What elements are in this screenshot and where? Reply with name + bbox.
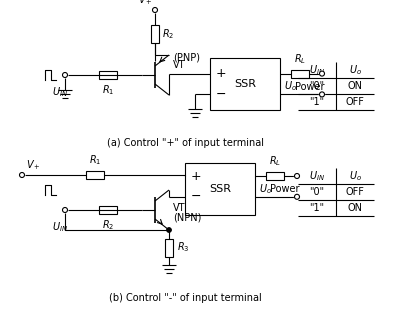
Circle shape bbox=[19, 173, 25, 177]
Text: $U_{IN}$: $U_{IN}$ bbox=[52, 220, 68, 234]
Text: +: + bbox=[191, 169, 202, 182]
Text: "1": "1" bbox=[309, 97, 325, 107]
Circle shape bbox=[152, 8, 157, 13]
Text: $R_1$: $R_1$ bbox=[102, 83, 114, 97]
Bar bbox=[266, 172, 284, 180]
Text: $R_1$: $R_1$ bbox=[89, 153, 101, 167]
Text: SSR: SSR bbox=[234, 79, 256, 89]
Text: Power: Power bbox=[270, 184, 300, 194]
Text: $V_+$: $V_+$ bbox=[26, 158, 41, 172]
Text: SSR: SSR bbox=[209, 184, 231, 194]
Text: $R_2$: $R_2$ bbox=[162, 27, 174, 41]
Text: −: − bbox=[191, 190, 201, 203]
Circle shape bbox=[62, 208, 67, 213]
Text: $R_2$: $R_2$ bbox=[102, 218, 114, 232]
Text: "1": "1" bbox=[309, 203, 325, 213]
Text: (NPN): (NPN) bbox=[173, 213, 201, 223]
Text: $U_o$: $U_o$ bbox=[259, 182, 272, 196]
Text: +: + bbox=[216, 67, 226, 80]
Circle shape bbox=[167, 228, 171, 232]
Text: (PNP): (PNP) bbox=[173, 52, 200, 62]
Text: "0": "0" bbox=[309, 81, 325, 91]
Bar bbox=[185, 163, 255, 215]
Text: $V_+$: $V_+$ bbox=[138, 0, 153, 7]
Circle shape bbox=[319, 71, 325, 76]
Text: ON: ON bbox=[347, 203, 363, 213]
Text: $U_{IN}$: $U_{IN}$ bbox=[309, 169, 325, 183]
Text: OFF: OFF bbox=[346, 187, 365, 197]
Bar bbox=[210, 58, 280, 110]
Text: $U_o$: $U_o$ bbox=[284, 80, 297, 94]
Bar bbox=[86, 171, 104, 179]
Bar bbox=[165, 238, 173, 256]
Text: $U_{IN}$: $U_{IN}$ bbox=[309, 63, 325, 77]
Text: VT: VT bbox=[173, 203, 185, 213]
Bar bbox=[99, 206, 117, 214]
Text: (b) Control "-" of input terminal: (b) Control "-" of input terminal bbox=[109, 293, 261, 303]
Bar bbox=[291, 70, 309, 77]
Text: $R_L$: $R_L$ bbox=[269, 154, 281, 168]
Text: Power: Power bbox=[295, 82, 325, 92]
Text: "0": "0" bbox=[309, 187, 325, 197]
Text: $U_{IN}$: $U_{IN}$ bbox=[52, 85, 68, 99]
Circle shape bbox=[167, 228, 171, 232]
Text: ON: ON bbox=[347, 81, 363, 91]
Text: (a) Control "+" of input terminal: (a) Control "+" of input terminal bbox=[106, 138, 263, 148]
Circle shape bbox=[62, 72, 67, 77]
Text: $R_L$: $R_L$ bbox=[294, 52, 306, 66]
Text: $U_o$: $U_o$ bbox=[349, 63, 362, 77]
Text: OFF: OFF bbox=[346, 97, 365, 107]
Circle shape bbox=[319, 92, 325, 97]
Text: VT: VT bbox=[173, 60, 185, 70]
Circle shape bbox=[295, 174, 300, 179]
Circle shape bbox=[295, 194, 300, 199]
Text: $U_o$: $U_o$ bbox=[349, 169, 362, 183]
Bar bbox=[151, 25, 159, 43]
Text: $R_3$: $R_3$ bbox=[177, 241, 189, 255]
Bar bbox=[99, 71, 117, 79]
Text: −: − bbox=[216, 88, 226, 101]
